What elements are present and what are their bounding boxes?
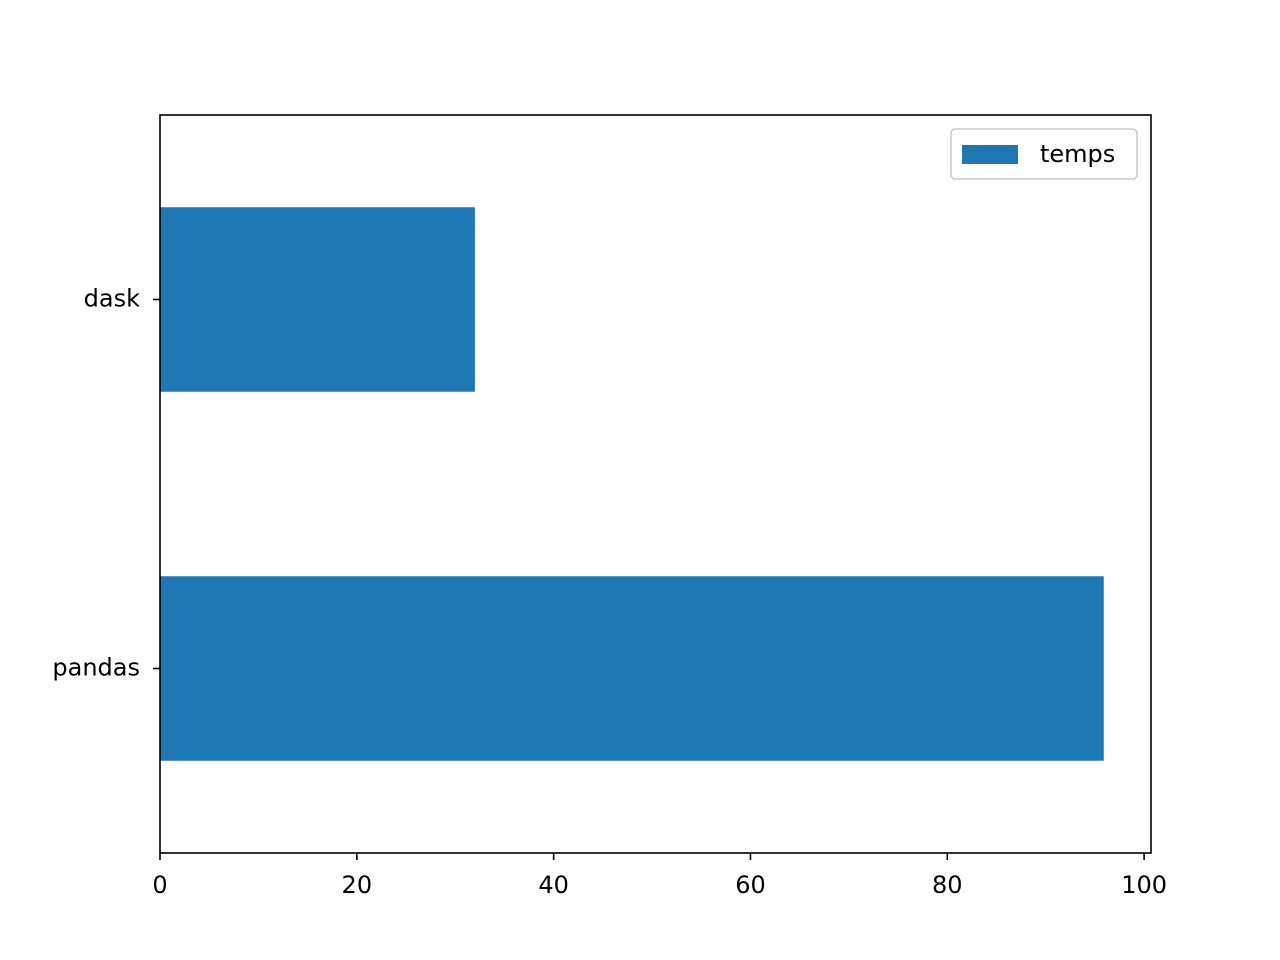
axes-frame bbox=[159, 114, 1152, 854]
x-tick-label: 20 bbox=[342, 871, 373, 899]
x-tick-label: 80 bbox=[932, 871, 963, 899]
y-tick-label: pandas bbox=[52, 654, 140, 682]
legend-box bbox=[950, 128, 1138, 180]
legend-label: temps bbox=[1040, 140, 1115, 168]
x-tick-label: 100 bbox=[1121, 871, 1167, 899]
y-tick-label: dask bbox=[84, 285, 140, 313]
bar bbox=[160, 207, 475, 392]
x-tick-label: 40 bbox=[538, 871, 569, 899]
x-tick-label: 0 bbox=[152, 871, 167, 899]
x-tick-label: 60 bbox=[735, 871, 766, 899]
legend-swatch bbox=[962, 145, 1018, 164]
bar bbox=[160, 576, 1104, 761]
